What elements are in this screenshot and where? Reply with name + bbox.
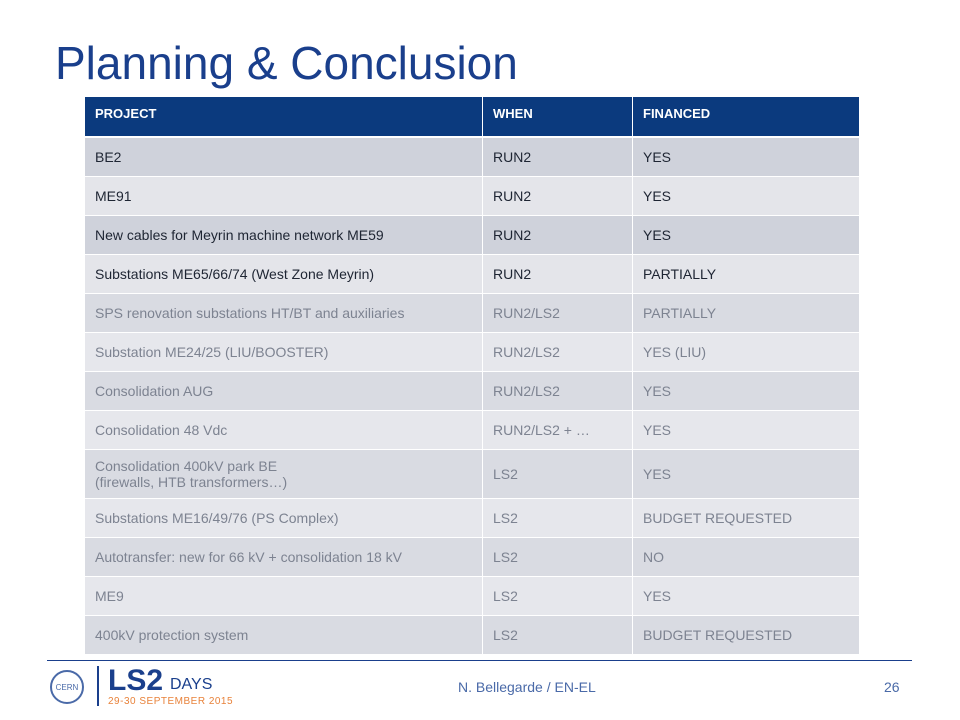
table-cell: ME9 [85,577,483,616]
table-cell: YES [633,138,860,177]
table-cell: LS2 [483,538,633,577]
table-cell: YES [633,411,860,450]
cell-text: BUDGET REQUESTED [643,510,793,526]
event-logo: LS2 [108,664,164,697]
table-cell: RUN2/LS2 [483,333,633,372]
cell-text: YES [643,188,672,204]
cell-text: LS2 [493,466,518,482]
cell-text: Consolidation AUG [95,383,214,399]
table-cell: YES [633,216,860,255]
header-cell: FINANCED [633,97,860,137]
event-date: 29-30 SEPTEMBER 2015 [108,696,234,707]
table-cell: LS2 [483,616,633,655]
cell-text: BE2 [95,149,122,165]
title: Planning & Conclusion [55,37,518,89]
author: N. Bellegarde / EN-EL [458,679,596,695]
table-cell: 400kV protection system [85,616,483,655]
footer-rule [47,660,912,661]
cell-text: Substations ME65/66/74 (West Zone Meyrin… [95,266,375,282]
table-cell: Consolidation 400kV park BE (firewalls, H… [85,450,483,499]
table-cell: LS2 [483,450,633,499]
cell-text: Consolidation 48 Vdc [95,422,228,438]
cell-text: YES (LIU) [643,344,707,360]
cell-text: (firewalls, HTB transformers…) [95,474,288,490]
cell-text: New cables for Meyrin machine network ME… [95,227,384,243]
cell-text: ME91 [95,188,132,204]
cell-text: YES [643,588,672,604]
cell-text: YES [643,466,672,482]
cell-text: LS2 [493,549,518,565]
table-cell: Substations ME16/49/76 (PS Complex) [85,499,483,538]
table-cell: PARTIALLY [633,255,860,294]
cell-text: BUDGET REQUESTED [643,627,793,643]
cell-text: LS2 [493,627,518,643]
table-cell: NO [633,538,860,577]
cell-text: 400kV protection system [95,627,249,643]
table-cell: Consolidation 48 Vdc [85,411,483,450]
table-cell: RUN2 [483,255,633,294]
table-cell: RUN2 [483,138,633,177]
table-cell: RUN2/LS2 + … [483,411,633,450]
cell-text: Substation ME24/25 (LIU/BOOSTER) [95,344,329,360]
logo-divider [97,666,99,706]
cell-text: ME9 [95,588,124,604]
cell-text: YES [643,227,672,243]
table-cell: ME91 [85,177,483,216]
table-cell: LS2 [483,577,633,616]
table-cell: RUN2/LS2 [483,294,633,333]
cell-text: SPS renovation substations HT/BT and aux… [95,305,405,321]
cell-text: PARTIALLY [643,305,717,321]
header-cell: PROJECT [85,97,483,137]
table-cell: BUDGET REQUESTED [633,499,860,538]
table-cell: RUN2 [483,177,633,216]
cell-text: NO [643,549,664,565]
cell-text: PARTIALLY [643,266,717,282]
table-cell: YES [633,177,860,216]
cell-text: RUN2/LS2 [493,344,560,360]
page-number: 26 [884,679,900,695]
cell-text: RUN2/LS2 [493,305,560,321]
table-cell: LS2 [483,499,633,538]
table-cell: Substation ME24/25 (LIU/BOOSTER) [85,333,483,372]
table-cell: YES [633,577,860,616]
cell-text: LS2 [493,510,518,526]
cell-text: Autotransfer: new for 66 kV + consolidat… [95,549,403,565]
cell-text: Substations ME16/49/76 (PS Complex) [95,510,339,526]
cell-text: RUN2 [493,266,532,282]
table-cell: New cables for Meyrin machine network ME… [85,216,483,255]
cell-text: LS2 [493,588,518,604]
cell-text: Consolidation 400kV park BE [95,458,278,474]
table-cell: PARTIALLY [633,294,860,333]
cell-text: PROJECT [95,106,157,121]
table-cell: BUDGET REQUESTED [633,616,860,655]
cell-text: RUN2/LS2 + … [493,422,590,438]
cell-text: YES [643,383,672,399]
cell-text: RUN2 [493,227,532,243]
cell-text: YES [643,422,672,438]
cern-logo: CERN [50,670,84,704]
table-cell: YES (LIU) [633,333,860,372]
table-cell: SPS renovation substations HT/BT and aux… [85,294,483,333]
cell-text: FINANCED [643,106,711,121]
table-cell: BE2 [85,138,483,177]
cell-text: RUN2 [493,188,532,204]
event-suffix: DAYS [170,676,213,693]
cell-text: RUN2/LS2 [493,383,560,399]
cell-text: YES [643,149,672,165]
table-cell: YES [633,372,860,411]
cell-text: WHEN [493,106,533,121]
table-cell: Consolidation AUG [85,372,483,411]
cell-text: RUN2 [493,149,532,165]
table-cell: RUN2/LS2 [483,372,633,411]
table-cell: Substations ME65/66/74 (West Zone Meyrin… [85,255,483,294]
table-cell: Autotransfer: new for 66 kV + consolidat… [85,538,483,577]
header-cell: WHEN [483,97,633,137]
table-cell: RUN2 [483,216,633,255]
table-cell: YES [633,450,860,499]
